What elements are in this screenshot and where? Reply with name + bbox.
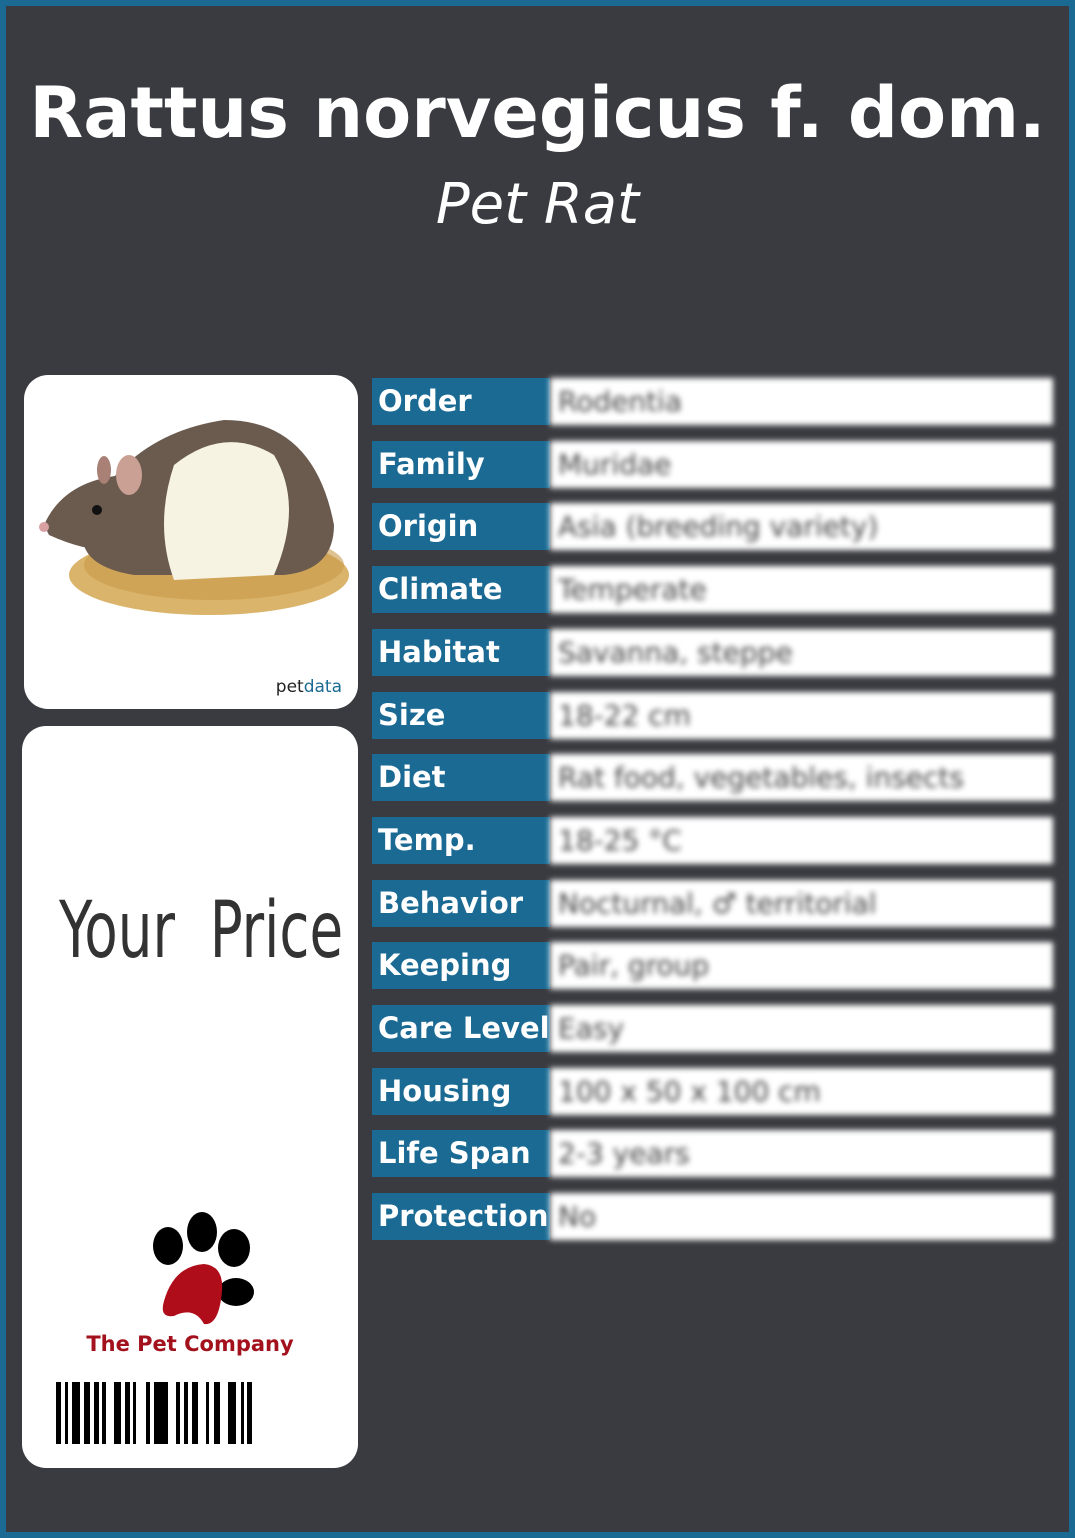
fact-label: Behavior [372, 879, 550, 927]
fact-row: Housing 100 x 50 x 100 cm [372, 1067, 1053, 1115]
fact-value: 2-3 years [550, 1130, 1053, 1178]
fact-label: Temp. [372, 816, 550, 864]
fact-value: No [550, 1193, 1053, 1241]
fact-label: Protection [372, 1193, 550, 1241]
price-panel: Your Price The Pet Company [22, 726, 358, 1468]
scientific-name: Rattus norvegicus f. dom. [29, 72, 1046, 154]
fact-row: Care Level Easy [372, 1005, 1053, 1052]
company-name: The Pet Company [86, 1332, 294, 1356]
fact-value: Easy [550, 1005, 1053, 1052]
fact-value: Muridae [550, 440, 1053, 488]
fact-label: Family [372, 440, 550, 488]
fact-value: Nocturnal, ♂ territorial [550, 879, 1053, 927]
fact-label: Housing [372, 1067, 550, 1115]
fact-value: Rodentia [550, 378, 1053, 425]
fact-row: Diet Rat food, vegetables, insects [372, 754, 1053, 802]
price-label: Your Price [58, 886, 344, 976]
fact-row: Behavior Nocturnal, ♂ territorial [372, 879, 1053, 927]
paw-logo-icon [153, 1212, 254, 1325]
fact-label: Size [372, 691, 550, 739]
fact-row: Life Span 2-3 years [372, 1130, 1053, 1178]
fact-value: Asia (breeding variety) [550, 503, 1053, 551]
fact-label: Care Level [372, 1005, 550, 1052]
fact-row: Habitat Savanna, steppe [372, 628, 1053, 676]
rat-image [39, 420, 349, 615]
fact-label: Life Span [372, 1130, 550, 1178]
fact-row: Temp. 18-25 °C [372, 816, 1053, 864]
fact-row: Order Rodentia [372, 378, 1053, 425]
fact-label: Diet [372, 754, 550, 802]
animal-photo: petdata [24, 375, 358, 709]
fact-label: Climate [372, 566, 550, 614]
fact-value: Temperate [550, 566, 1053, 614]
barcode [56, 1382, 252, 1444]
fact-value: Rat food, vegetables, insects [550, 754, 1053, 802]
fact-value: 18-25 °C [550, 816, 1053, 864]
fact-label: Origin [372, 503, 550, 551]
fact-label: Order [372, 378, 550, 425]
fact-row: Keeping Pair, group [372, 942, 1053, 990]
fact-row: Size 18-22 cm [372, 691, 1053, 739]
fact-row: Climate Temperate [372, 566, 1053, 614]
fact-value: 18-22 cm [550, 691, 1053, 739]
fact-label: Habitat [372, 628, 550, 676]
fact-label: Keeping [372, 942, 550, 990]
fact-value: Pair, group [550, 942, 1053, 990]
fact-row: Protection No [372, 1193, 1053, 1241]
fact-value: 100 x 50 x 100 cm [550, 1067, 1053, 1115]
fact-row: Origin Asia (breeding variety) [372, 503, 1053, 551]
common-name: Pet Rat [435, 172, 640, 237]
petdata-logo: petdata [275, 677, 342, 697]
fact-row: Family Muridae [372, 440, 1053, 488]
fact-value: Savanna, steppe [550, 628, 1053, 676]
